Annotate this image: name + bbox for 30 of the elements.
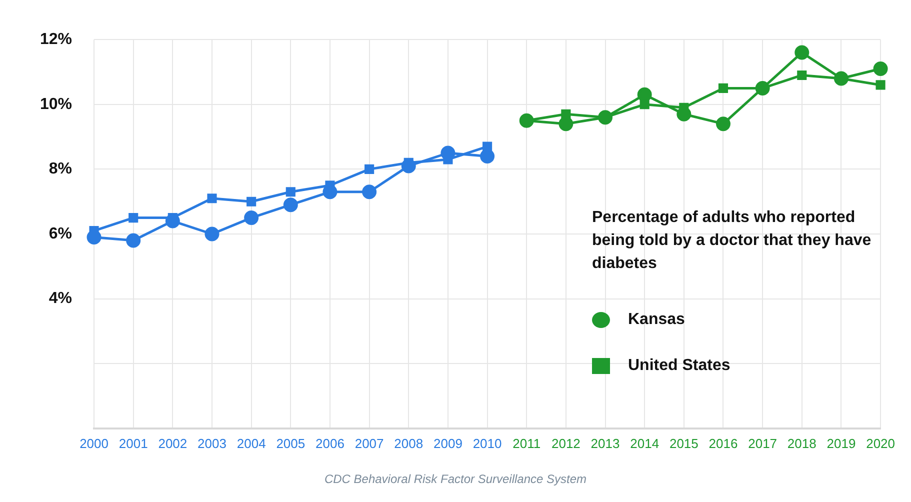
- x-tick-label: 2000: [80, 436, 108, 451]
- legend-title: Percentage of adults who reported being told by a doctor that they have diabetes: [592, 208, 872, 274]
- x-tick-label: 2019: [826, 436, 856, 451]
- x-tick-label: 2004: [236, 436, 266, 451]
- x-tick-label: 2008: [394, 436, 424, 451]
- x-tick-label: 2014: [630, 436, 660, 451]
- y-tick-label: 6%: [48, 225, 72, 242]
- x-tick-label: 2010: [472, 436, 502, 451]
- x-tick-label: 2013: [590, 436, 620, 451]
- x-tick-label: 2002: [158, 436, 188, 451]
- x-tick-label: 2006: [316, 436, 344, 451]
- x-tick-label: 2015: [669, 436, 698, 451]
- x-tick-label: 2012: [551, 436, 580, 451]
- x-tick-label: 2001: [118, 436, 148, 451]
- legend-label: United States: [628, 357, 730, 375]
- text: CDC Behavioral Risk Factor Surveillance System: [323, 472, 588, 486]
- x-tick-label: 2017: [748, 436, 778, 451]
- x-tick-label: 2011: [512, 436, 541, 451]
- y-tick-label: 8%: [48, 160, 72, 178]
- y-tick-label: 10%: [40, 96, 72, 113]
- x-tick-label: 2016: [708, 436, 738, 451]
- x-tick-label: 2003: [198, 436, 226, 451]
- x-tick-label: 2018: [787, 436, 816, 451]
- x-tick-label: 2007: [354, 436, 384, 451]
- x-tick-label: 2009: [433, 436, 462, 451]
- x-tick-label: 2020: [866, 436, 895, 451]
- legend-label: Kansas: [628, 311, 685, 329]
- y-tick-label: 4%: [48, 290, 72, 308]
- x-tick-label: 2005: [276, 436, 306, 451]
- y-tick-label: 12%: [40, 31, 72, 48]
